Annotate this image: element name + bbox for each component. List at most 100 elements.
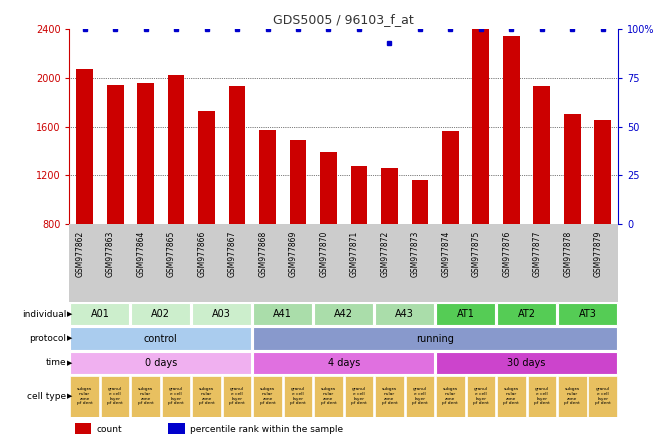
Bar xyxy=(314,303,373,325)
Text: GSM977865: GSM977865 xyxy=(167,230,176,277)
Bar xyxy=(229,86,245,224)
Bar xyxy=(162,376,190,416)
Bar xyxy=(588,376,617,416)
Text: subgra
nular
zone
pf dent: subgra nular zone pf dent xyxy=(564,387,580,405)
Text: A41: A41 xyxy=(274,309,292,319)
Text: A43: A43 xyxy=(395,309,414,319)
Text: granul
e cell
layer
pf dent: granul e cell layer pf dent xyxy=(229,387,245,405)
Bar xyxy=(350,166,368,224)
Bar xyxy=(527,376,556,416)
Text: individual: individual xyxy=(22,309,66,319)
Text: subgra
nular
zone
pf dent: subgra nular zone pf dent xyxy=(198,387,215,405)
Text: granul
e cell
layer
pf dent: granul e cell layer pf dent xyxy=(534,387,550,405)
Text: A01: A01 xyxy=(91,309,109,319)
Bar xyxy=(223,376,251,416)
Text: subgra
nular
zone
pf dent: subgra nular zone pf dent xyxy=(381,387,397,405)
Text: GSM977878: GSM977878 xyxy=(563,230,572,277)
Text: ▶: ▶ xyxy=(67,311,73,317)
Text: GSM977867: GSM977867 xyxy=(228,230,237,277)
Bar xyxy=(497,376,525,416)
Bar xyxy=(375,376,404,416)
Text: GSM977876: GSM977876 xyxy=(502,230,512,277)
Bar xyxy=(192,376,221,416)
Bar xyxy=(192,303,251,325)
Text: 30 days: 30 days xyxy=(508,358,546,368)
Text: GSM977872: GSM977872 xyxy=(381,230,389,277)
Text: granul
e cell
layer
pf dent: granul e cell layer pf dent xyxy=(290,387,306,405)
Text: GSM977863: GSM977863 xyxy=(106,230,115,277)
Text: GSM977864: GSM977864 xyxy=(137,230,145,277)
Bar xyxy=(76,69,93,224)
Text: subgra
nular
zone
pf dent: subgra nular zone pf dent xyxy=(137,387,153,405)
Bar xyxy=(344,376,373,416)
Text: granul
e cell
layer
pf dent: granul e cell layer pf dent xyxy=(107,387,123,405)
Bar xyxy=(436,352,617,374)
Text: subgra
nular
zone
pf dent: subgra nular zone pf dent xyxy=(260,387,276,405)
Text: subgra
nular
zone
pf dent: subgra nular zone pf dent xyxy=(77,387,93,405)
Bar xyxy=(106,85,124,224)
Bar xyxy=(284,376,313,416)
Text: control: control xyxy=(144,333,178,344)
Text: ▶: ▶ xyxy=(67,336,73,341)
Bar xyxy=(70,303,130,325)
Bar xyxy=(137,83,154,224)
Text: GSM977879: GSM977879 xyxy=(594,230,603,277)
Text: granul
e cell
layer
pf dent: granul e cell layer pf dent xyxy=(595,387,611,405)
Bar xyxy=(253,376,282,416)
Bar xyxy=(436,376,465,416)
Bar xyxy=(168,75,184,224)
Text: ▶: ▶ xyxy=(67,393,73,399)
Text: AT3: AT3 xyxy=(578,309,596,319)
Bar xyxy=(168,424,184,434)
Bar xyxy=(253,352,434,374)
Bar xyxy=(253,303,313,325)
Bar xyxy=(467,376,495,416)
Text: granul
e cell
layer
pf dent: granul e cell layer pf dent xyxy=(351,387,367,405)
Bar xyxy=(381,168,398,224)
Bar xyxy=(132,303,190,325)
Text: AT1: AT1 xyxy=(457,309,475,319)
Text: cell type: cell type xyxy=(27,392,66,401)
Text: granul
e cell
layer
pf dent: granul e cell layer pf dent xyxy=(473,387,489,405)
Bar xyxy=(503,36,520,224)
Text: running: running xyxy=(416,333,454,344)
Bar xyxy=(253,327,617,350)
Text: time: time xyxy=(46,358,66,368)
Text: percentile rank within the sample: percentile rank within the sample xyxy=(190,424,343,434)
Bar xyxy=(564,114,581,224)
Text: granul
e cell
layer
pf dent: granul e cell layer pf dent xyxy=(412,387,428,405)
Text: GSM977874: GSM977874 xyxy=(442,230,450,277)
Bar xyxy=(533,86,550,224)
Bar xyxy=(259,130,276,224)
Bar xyxy=(436,303,495,325)
Bar xyxy=(473,29,489,224)
Text: GDS5005 / 96103_f_at: GDS5005 / 96103_f_at xyxy=(274,13,414,27)
Text: A02: A02 xyxy=(151,309,171,319)
Bar xyxy=(406,376,434,416)
Text: 4 days: 4 days xyxy=(328,358,360,368)
Text: GSM977877: GSM977877 xyxy=(533,230,542,277)
Text: subgra
nular
zone
pf dent: subgra nular zone pf dent xyxy=(442,387,458,405)
Text: GSM977873: GSM977873 xyxy=(411,230,420,277)
Bar xyxy=(375,303,434,325)
Text: subgra
nular
zone
pf dent: subgra nular zone pf dent xyxy=(321,387,336,405)
Bar xyxy=(497,303,556,325)
Text: subgra
nular
zone
pf dent: subgra nular zone pf dent xyxy=(504,387,520,405)
Bar xyxy=(132,376,160,416)
Bar xyxy=(442,131,459,224)
Bar xyxy=(558,303,617,325)
Bar xyxy=(198,111,215,224)
Text: AT2: AT2 xyxy=(518,309,535,319)
Text: GSM977870: GSM977870 xyxy=(319,230,329,277)
Text: GSM977868: GSM977868 xyxy=(258,230,268,277)
Text: GSM977869: GSM977869 xyxy=(289,230,298,277)
Text: GSM977866: GSM977866 xyxy=(198,230,207,277)
Bar xyxy=(75,424,91,434)
Bar xyxy=(314,376,343,416)
Text: GSM977862: GSM977862 xyxy=(75,230,85,277)
Bar xyxy=(70,376,99,416)
Text: GSM977871: GSM977871 xyxy=(350,230,359,277)
Text: count: count xyxy=(97,424,122,434)
Bar xyxy=(290,140,307,224)
Text: protocol: protocol xyxy=(29,334,66,343)
